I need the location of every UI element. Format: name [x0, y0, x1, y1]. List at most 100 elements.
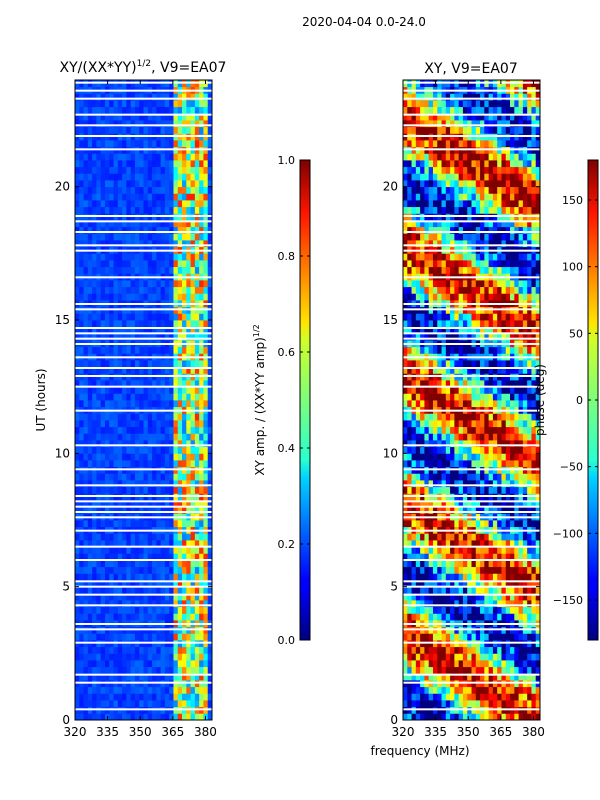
amplitude-ratio-cell [199, 380, 204, 388]
phase-cell [411, 713, 417, 721]
amplitude-ratio-cell [134, 593, 140, 601]
phase-cell [458, 520, 464, 528]
amplitude-ratio-cell [194, 380, 200, 388]
amplitude-ratio-cell [109, 666, 114, 674]
phase-cell [527, 606, 532, 614]
phase-cell [462, 360, 468, 368]
amplitude-ratio-cell [164, 326, 170, 334]
amplitude-ratio-cell [109, 200, 114, 208]
amplitude-ratio-cell [164, 240, 170, 248]
amplitude-ratio-cell [156, 540, 162, 548]
amplitude-ratio-cell [186, 326, 191, 334]
phase-cell [510, 666, 515, 674]
phase-cell [471, 413, 477, 421]
amplitude-ratio-cell [83, 486, 89, 494]
amplitude-ratio-cell [126, 120, 132, 128]
phase-cell [437, 426, 442, 434]
amplitude-ratio-cell [83, 506, 89, 514]
amplitude-ratio-cell [104, 226, 110, 234]
amplitude-ratio-cell [169, 606, 174, 614]
phase-cell [514, 586, 519, 594]
amplitude-ratio-cell [92, 633, 97, 641]
amplitude-ratio-cell [92, 420, 97, 428]
phase-cell [441, 573, 447, 581]
phase-cell [535, 673, 541, 681]
amplitude-ratio-cell [164, 693, 170, 701]
amplitude-ratio-cell [190, 586, 196, 594]
amplitude-ratio-cell [79, 106, 84, 114]
amplitude-ratio-cell [79, 193, 84, 201]
amplitude-ratio-cell [182, 413, 187, 421]
amplitude-ratio-cell [169, 566, 174, 574]
amplitude-ratio-cell [83, 220, 89, 228]
amplitude-ratio-cell [143, 653, 149, 661]
amplitude-ratio-cell [117, 193, 123, 201]
phase-cell [518, 693, 524, 701]
amplitude-ratio-cell [164, 220, 170, 228]
amplitude-ratio-cell [126, 533, 132, 541]
phase-cell [501, 380, 507, 388]
amplitude-ratio-cell [160, 186, 166, 194]
amplitude-ratio-cell [190, 540, 196, 548]
amplitude-ratio-cell [130, 700, 136, 708]
amplitude-ratio-cell [139, 480, 144, 488]
phase-cell [432, 533, 438, 541]
amplitude-ratio-cell [87, 713, 93, 721]
amplitude-ratio-cell [87, 646, 93, 654]
phase-cell [518, 360, 524, 368]
phase-cell [411, 433, 417, 441]
amplitude-ratio-cell [152, 713, 157, 721]
amplitude-ratio-cell [160, 120, 166, 128]
amplitude-ratio-cell [143, 393, 149, 401]
amplitude-ratio-cell [203, 233, 209, 241]
amplitude-ratio-cell [87, 313, 93, 321]
amplitude-ratio-cell [177, 480, 183, 488]
phase-cell [535, 713, 541, 721]
phase-cell [420, 606, 425, 614]
amplitude-ratio-cell [83, 553, 89, 561]
phase-cell [428, 546, 434, 554]
phase-cell [514, 666, 519, 674]
phase-cell [462, 506, 468, 514]
phase-cell [420, 386, 425, 394]
amplitude-ratio-cell [96, 193, 102, 201]
amplitude-ratio-cell [147, 413, 153, 421]
phase-cell [497, 400, 502, 408]
phase-cell [415, 366, 421, 374]
phase-cell [450, 473, 455, 481]
phase-cell [531, 393, 537, 401]
amplitude-ratio-cell [83, 600, 89, 608]
amplitude-ratio-cell [109, 426, 114, 434]
amplitude-ratio-cell [190, 473, 196, 481]
phase-cell [420, 560, 425, 568]
amplitude-ratio-cell [117, 326, 123, 334]
amplitude-ratio-cell [177, 113, 183, 121]
amplitude-ratio-cell [122, 386, 127, 394]
amplitude-ratio-cell [104, 653, 110, 661]
phase-cell [480, 413, 485, 421]
amplitude-ratio-cell [130, 160, 136, 168]
amplitude-ratio-cell [164, 166, 170, 174]
amplitude-ratio-cell [156, 520, 162, 528]
amplitude-ratio-cell [152, 673, 157, 681]
phase-cell [518, 606, 524, 614]
phase-cell [501, 593, 507, 601]
phase-cell [411, 566, 417, 574]
phase-cell [437, 646, 442, 654]
phase-cell [407, 580, 412, 588]
amplitude-ratio-cell [109, 113, 114, 121]
phase-cell [475, 420, 481, 428]
amplitude-ratio-cell [109, 173, 114, 181]
phase-cell [403, 486, 408, 494]
amplitude-ratio-cell [117, 386, 123, 394]
phase-cell [407, 686, 412, 694]
amplitude-ratio-cell [130, 200, 136, 208]
phase-cell [475, 700, 481, 708]
phase-cell [428, 433, 434, 441]
amplitude-ratio-cell [92, 226, 97, 234]
amplitude-ratio-cell [134, 93, 140, 101]
phase-cell [403, 500, 408, 508]
amplitude-ratio-cell [173, 126, 179, 134]
amplitude-ratio-cell [130, 226, 136, 234]
phase-cell [450, 480, 455, 488]
